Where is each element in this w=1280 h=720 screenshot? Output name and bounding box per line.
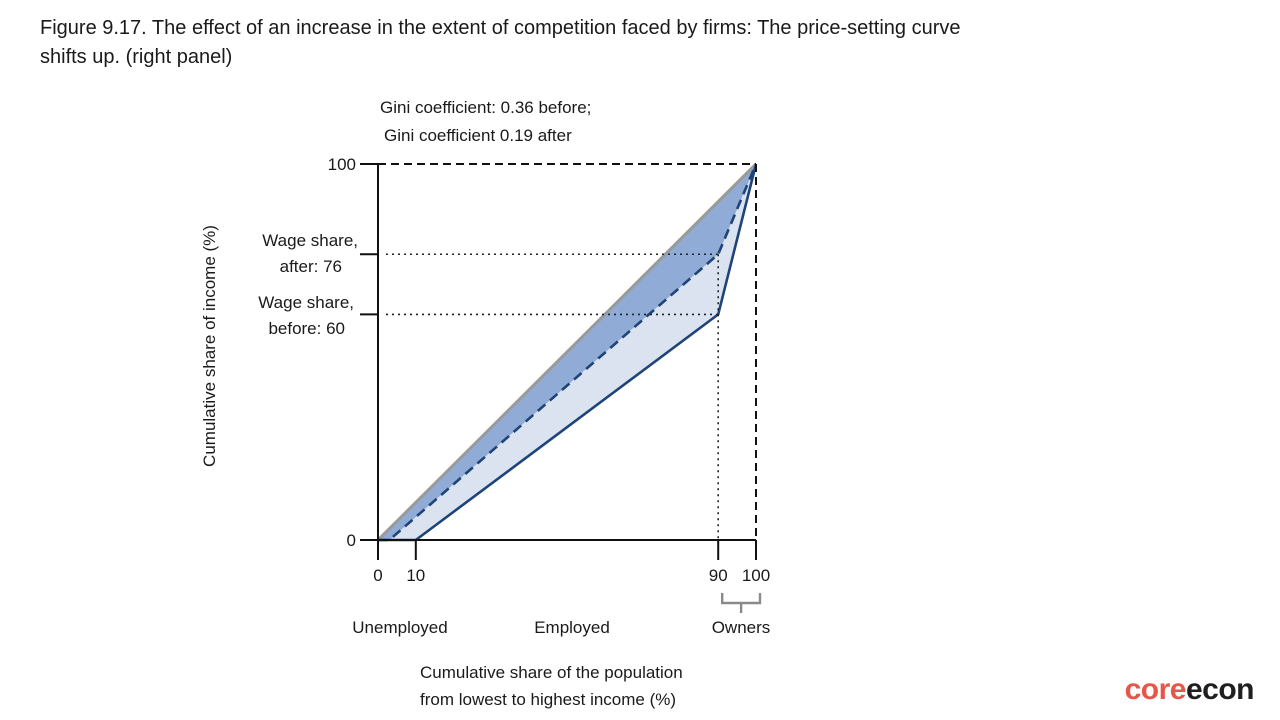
curve-lines	[376, 162, 758, 542]
group-label-unemployed: Unemployed	[352, 618, 448, 637]
owners-bracket	[721, 593, 762, 613]
figure-caption: Figure 9.17. The effect of an increase i…	[40, 17, 961, 68]
wage-share-after-line1: Wage share,	[262, 231, 358, 250]
group-label-owners: Owners	[711, 618, 771, 637]
x-axis-title: Cumulative share of the population from …	[420, 659, 683, 713]
gini-before-text: Gini coefficient: 0.36 before;	[380, 98, 592, 117]
y-tick-label-100: 100	[328, 155, 356, 174]
wage-share-before-line1: Wage share,	[258, 293, 354, 312]
wage-share-after-line2: after: 76	[279, 257, 342, 276]
x-axis-title-line1: Cumulative share of the population	[420, 663, 683, 682]
gini-annotation: Gini coefficient: 0.36 before; Gini coef…	[380, 94, 650, 150]
group-label-employed: Employed	[534, 618, 610, 637]
wage-share-before-label: Wage share, before: 60	[258, 290, 354, 342]
wage-share-before-line2: before: 60	[268, 319, 345, 338]
axes	[360, 163, 762, 613]
coreecon-logo: coreecon	[1124, 673, 1255, 707]
x-axis-title-line2: from lowest to highest income (%)	[420, 690, 677, 709]
x-tick-label-90: 90	[709, 566, 728, 585]
wage-share-after-label: Wage share, after: 76	[262, 228, 358, 280]
x-tick-label-10: 10	[406, 566, 425, 585]
logo-core-text: core	[1124, 673, 1187, 706]
y-tick-label-0: 0	[347, 531, 356, 550]
gini-after-text: Gini coefficient 0.19 after	[384, 126, 572, 145]
tick-labels: 0 100 0 10 90 100	[328, 155, 771, 585]
x-tick-label-0: 0	[373, 566, 382, 585]
logo-econ-text: econ	[1185, 673, 1255, 706]
equality-line	[376, 162, 758, 542]
x-tick-label-100: 100	[742, 566, 770, 585]
